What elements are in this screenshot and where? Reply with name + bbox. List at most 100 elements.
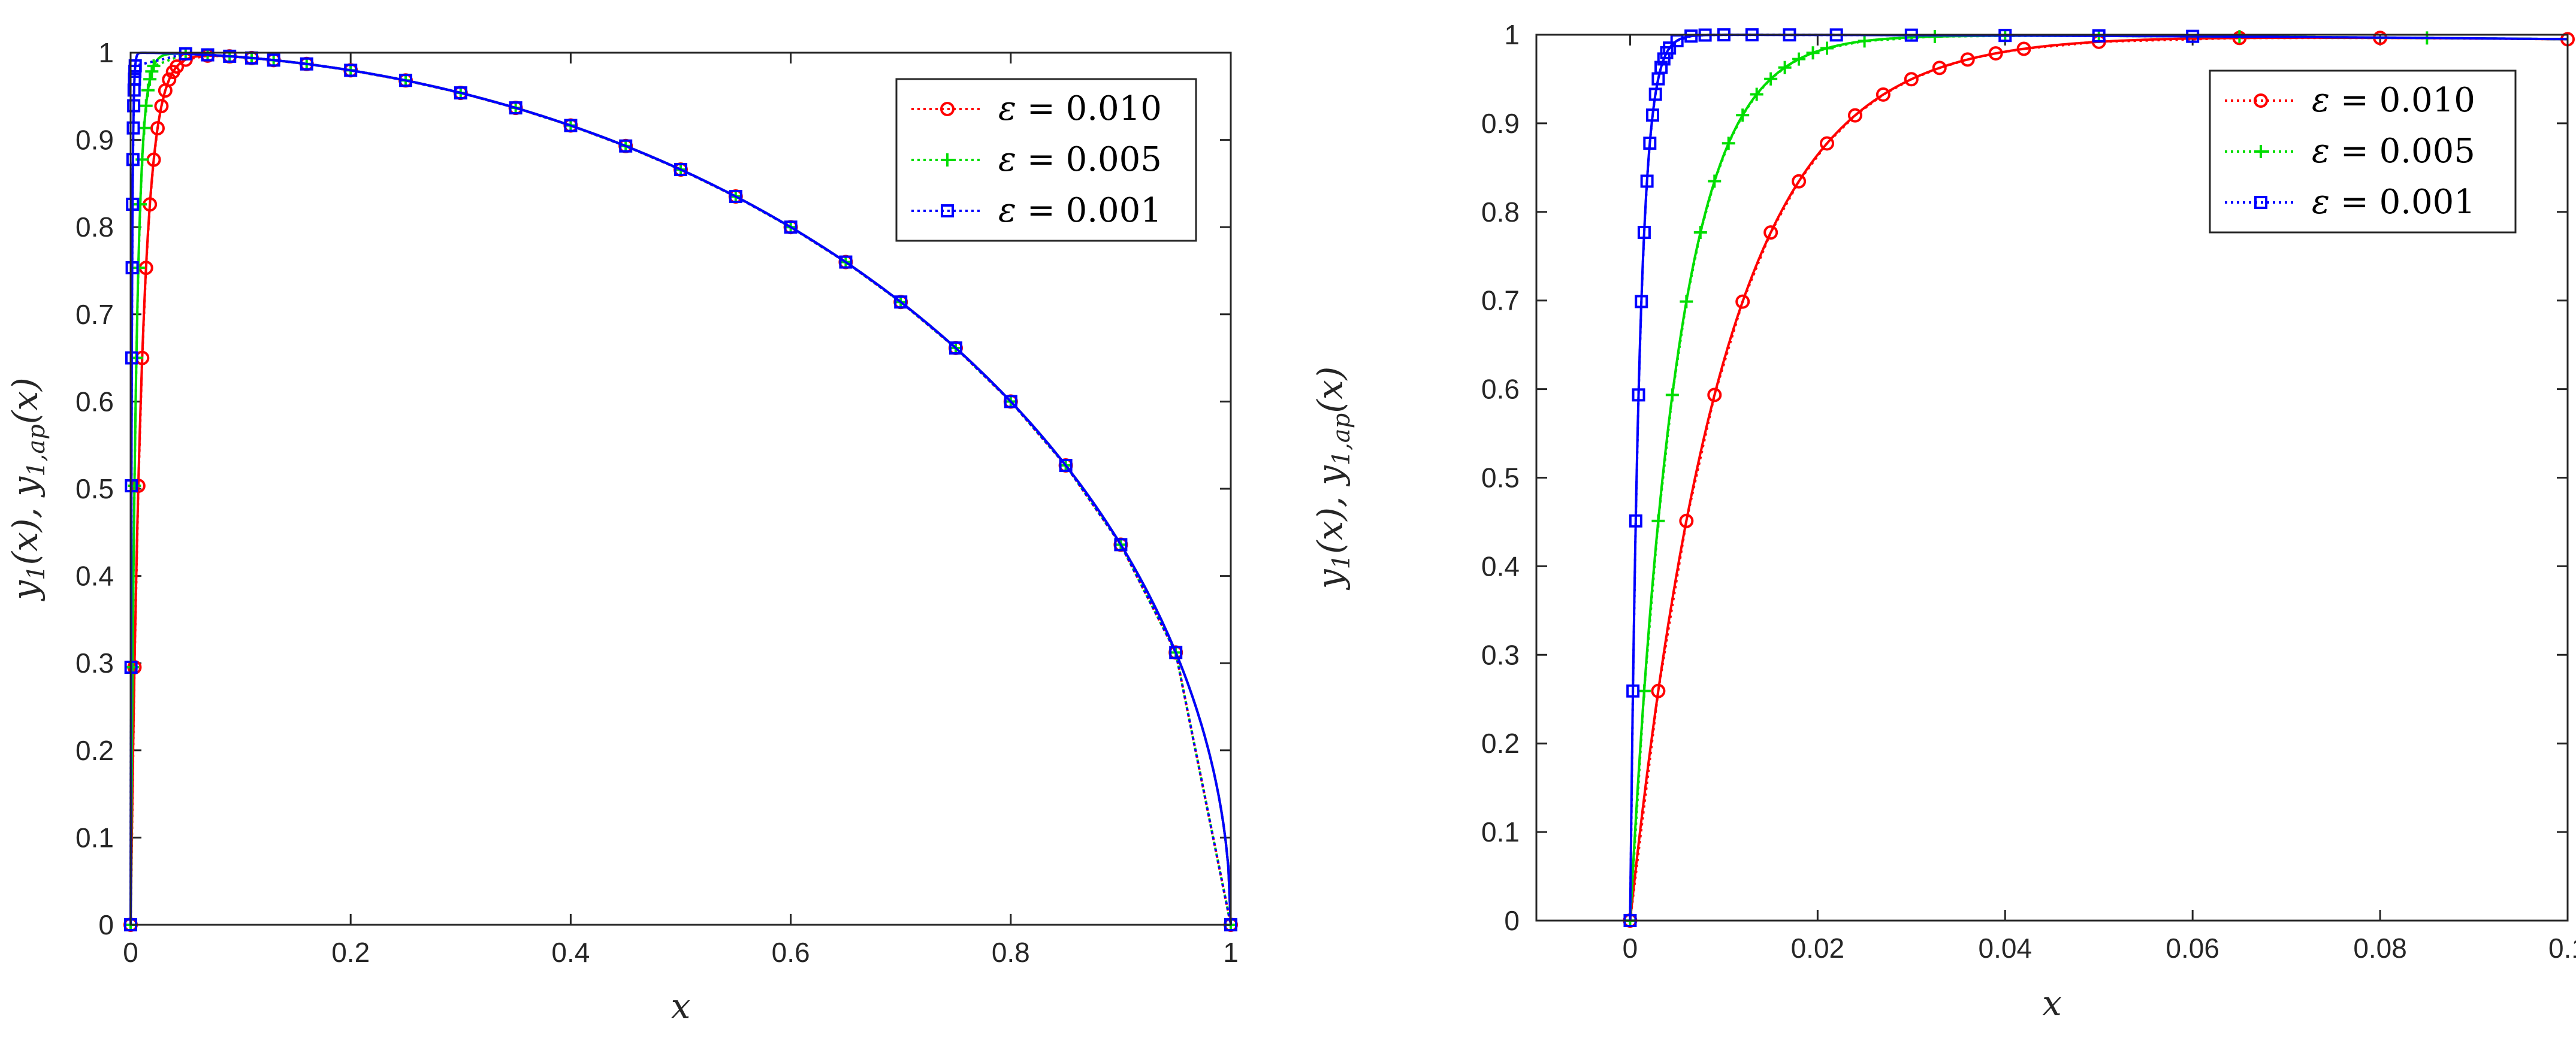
x-tick-label: 0.1 — [2548, 933, 2576, 964]
x-tick-label: 1 — [1223, 937, 1239, 968]
y-tick-label: 0.6 — [1481, 374, 1520, 405]
series-marker — [1792, 174, 1807, 189]
y-label-part: (x), — [5, 497, 46, 565]
series-marker — [1684, 29, 1698, 43]
y-label-subscript: 1,ap — [23, 424, 50, 477]
right-chart: 0 0.02 0.04 0.06 0.08 0.1 0 0.1 0.2 0.3 0.4 0.5 0.6 0… — [1310, 19, 2576, 1024]
x-axis-label: x — [671, 986, 691, 1027]
y-tick-label: 0.7 — [1481, 285, 1520, 316]
y-tick-label: 0.2 — [1481, 728, 1520, 759]
series-marker — [1806, 46, 1820, 60]
series-marker — [1693, 226, 1707, 240]
legend-label-2: ε = 0.001 — [998, 191, 1162, 230]
legend-greek: ε — [998, 140, 1016, 179]
series-marker — [1169, 646, 1183, 659]
axes-box — [129, 52, 1232, 926]
y-tick-label: 0.6 — [76, 386, 114, 417]
series-marker — [1722, 137, 1735, 150]
y-tick-label: 0.3 — [76, 647, 114, 679]
series-marker — [894, 295, 908, 309]
axes-box — [1535, 34, 2569, 922]
series-marker — [1858, 34, 1871, 48]
legend-greek: ε — [998, 191, 1016, 230]
series-marker — [1988, 46, 2003, 61]
y-tick-label: 0.4 — [76, 561, 114, 592]
series-marker — [2016, 41, 2031, 56]
series-marker — [1637, 684, 1651, 698]
legend-rest: = 0.005 — [2330, 132, 2475, 171]
y-label-part: y — [5, 580, 46, 602]
series-marker — [2254, 196, 2267, 209]
series-marker — [1626, 684, 1640, 698]
y-label-part: y — [1310, 465, 1351, 487]
series-marker — [344, 63, 358, 77]
series-marker — [1651, 683, 1666, 698]
y-tick-label: 0.9 — [1481, 108, 1520, 139]
series-marker — [1960, 52, 1975, 67]
series-marker — [1643, 137, 1657, 150]
x-tick-label: 0.04 — [1979, 933, 2033, 964]
x-tick-label: 0 — [1623, 933, 1638, 964]
x-tick-label: 0.6 — [772, 937, 810, 968]
series-marker — [125, 261, 139, 275]
y-label-part: (x) — [1310, 367, 1351, 413]
y-tick-label: 0.8 — [1481, 196, 1520, 228]
series-marker — [2254, 145, 2267, 158]
y-label-subscript: 1 — [1328, 554, 1355, 569]
x-tick-label: 0.4 — [551, 937, 590, 968]
series-marker — [941, 153, 954, 167]
series-marker — [1059, 459, 1073, 473]
series-marker — [1792, 52, 1806, 66]
series-marker — [940, 102, 955, 116]
y-label-subscript: 1 — [23, 565, 50, 580]
y-axis-label: y1(x), y1,ap(x) — [5, 377, 50, 601]
left-chart: 0 0.2 0.4 0.6 0.8 1 0 0.1 0.2 0.3 0.4 0.5 0.6 0.7 0.8 0… — [5, 37, 1239, 1027]
series-marker — [1735, 294, 1750, 309]
series-marker — [564, 119, 578, 132]
legend: ε = 0.010 ε = 0.005 ε = 0.001 — [2209, 69, 2517, 234]
y-tick-label: 0.2 — [76, 735, 114, 766]
series-marker — [1876, 87, 1891, 102]
series-marker — [1680, 295, 1693, 308]
series-marker — [839, 255, 853, 269]
series-marker — [1632, 388, 1645, 402]
legend-greek: ε — [2312, 132, 2330, 171]
series-marker — [162, 72, 177, 87]
y-tick-label: 0 — [98, 909, 114, 940]
series-marker — [2254, 93, 2268, 108]
series-marker — [300, 57, 313, 71]
y-label-part: y — [5, 476, 46, 498]
x-tick-label: 0.06 — [2166, 933, 2219, 964]
series-marker — [141, 83, 155, 97]
legend-label-2: ε = 0.001 — [2312, 183, 2475, 222]
legend-label-0: ε = 0.010 — [2312, 81, 2475, 120]
series-marker — [170, 59, 185, 74]
series-marker — [127, 99, 141, 113]
legend-rest: = 0.001 — [2330, 183, 2475, 222]
legend-rest: = 0.001 — [1016, 191, 1162, 230]
series-marker — [1763, 225, 1778, 240]
series-marker — [1646, 108, 1660, 122]
series-marker — [143, 72, 157, 86]
series-marker — [1663, 41, 1677, 55]
x-tick-label: 0.08 — [2353, 933, 2407, 964]
series-marker — [674, 163, 687, 177]
x-tick-label: 0.02 — [1791, 933, 1845, 964]
series-marker — [1004, 395, 1017, 408]
series-marker — [154, 99, 169, 114]
y-label-part: y — [1310, 568, 1351, 591]
y-tick-label: 0.5 — [76, 473, 114, 504]
series-marker — [1654, 60, 1668, 74]
series-marker — [2186, 29, 2200, 43]
series-marker — [1750, 87, 1763, 101]
series-marker — [1904, 72, 1919, 87]
series-marker — [1640, 174, 1654, 188]
y-tick-label: 0.4 — [1481, 550, 1520, 582]
series-marker — [1665, 388, 1679, 402]
series-marker — [729, 190, 742, 204]
x-tick-label: 0.2 — [331, 937, 370, 968]
series-marker — [1778, 60, 1792, 74]
y-tick-label: 0 — [1504, 905, 1520, 936]
